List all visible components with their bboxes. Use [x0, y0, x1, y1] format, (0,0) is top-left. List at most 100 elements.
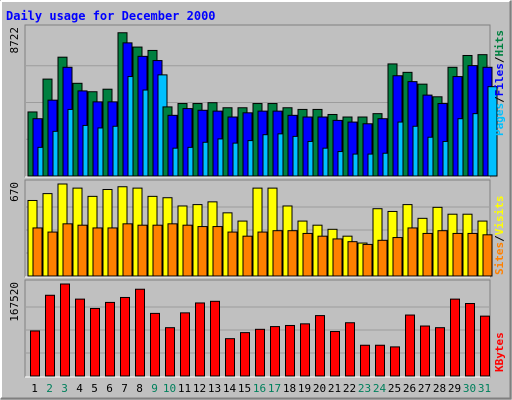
- bar-sites-day-3: [62, 223, 73, 277]
- bar-sites-day-24: [377, 239, 388, 277]
- y-max-label: 8722: [8, 27, 21, 54]
- x-tick-label-day-9: 9: [151, 382, 158, 395]
- bar-kbytes-day-25: [390, 346, 400, 377]
- bar-kbytes-day-29: [450, 298, 460, 377]
- x-tick-label-day-12: 12: [193, 382, 206, 395]
- bar-sites-day-15: [242, 235, 253, 277]
- bar-kbytes-day-9: [150, 312, 160, 377]
- x-tick-label-day-5: 5: [91, 382, 98, 395]
- bar-sites-day-21: [332, 238, 343, 277]
- bar-sites-day-13: [212, 226, 223, 277]
- legend-visits-sites: Sites/Visits: [493, 196, 506, 276]
- bar-kbytes-day-8: [135, 288, 145, 377]
- bar-kbytes-day-21: [330, 331, 340, 377]
- x-tick-label-day-25: 25: [388, 382, 401, 395]
- bar-sites-day-4: [77, 224, 88, 277]
- legend-entry-hits: Hits: [493, 30, 506, 57]
- x-tick-label-day-16: 16: [253, 382, 266, 395]
- panel-kbytes: 167520 KBytes: [8, 279, 506, 378]
- x-tick-label-day-11: 11: [178, 382, 191, 395]
- bar-kbytes-day-30: [465, 303, 475, 377]
- x-tick-label-day-31: 31: [478, 382, 491, 395]
- x-tick-label-day-18: 18: [283, 382, 296, 395]
- y-max-label: 670: [8, 182, 21, 202]
- chart-title: Daily usage for December 2000: [6, 9, 216, 23]
- x-tick-label-day-30: 30: [463, 382, 476, 395]
- bar-kbytes-day-15: [240, 332, 250, 377]
- bar-kbytes-day-31: [480, 315, 490, 377]
- x-tick-label-day-21: 21: [328, 382, 341, 395]
- bar-sites-day-16: [257, 231, 268, 277]
- bar-kbytes-day-26: [405, 314, 415, 377]
- bar-sites-day-27: [422, 232, 433, 277]
- bar-kbytes-day-1: [30, 330, 40, 377]
- bar-kbytes-day-11: [180, 312, 190, 377]
- legend-separator: /: [493, 235, 506, 242]
- bar-sites-day-10: [167, 223, 178, 277]
- legend-separator: /: [493, 56, 506, 63]
- bar-sites-day-5: [92, 227, 103, 277]
- bar-sites-day-12: [197, 226, 208, 277]
- bar-sites-day-9: [152, 224, 163, 277]
- bar-sites-day-18: [287, 230, 298, 277]
- x-tick-label-day-19: 19: [298, 382, 311, 395]
- bar-kbytes-day-28: [435, 327, 445, 377]
- x-tick-label-day-1: 1: [31, 382, 38, 395]
- bar-kbytes-day-16: [255, 328, 265, 377]
- bar-kbytes-day-20: [315, 315, 325, 377]
- bar-sites-day-17: [272, 230, 283, 277]
- x-tick-label-day-27: 27: [418, 382, 431, 395]
- bar-kbytes-day-3: [60, 283, 70, 377]
- x-tick-label-day-20: 20: [313, 382, 326, 395]
- bar-sites-day-7: [122, 223, 133, 277]
- legend-kbytes: KBytes: [493, 332, 506, 372]
- bar-sites-day-28: [437, 230, 448, 277]
- legend-entry-pages: Pages: [493, 103, 506, 136]
- bar-kbytes-day-14: [225, 338, 235, 377]
- bar-kbytes-day-19: [300, 323, 310, 377]
- x-tick-label-day-26: 26: [403, 382, 416, 395]
- x-tick-label-day-2: 2: [46, 382, 53, 395]
- x-tick-label-day-28: 28: [433, 382, 446, 395]
- bar-kbytes-day-4: [75, 298, 85, 377]
- bar-kbytes-day-18: [285, 324, 295, 377]
- legend-entry-kbytes: KBytes: [493, 332, 506, 372]
- bar-kbytes-day-12: [195, 302, 205, 377]
- chart-panels: 8722Pages/Files/Hits670Sites/Visits16752…: [8, 24, 506, 378]
- x-tick-label-day-3: 3: [61, 382, 68, 395]
- bar-sites-day-26: [407, 227, 418, 277]
- x-axis-labels: 1 2 3 4 5 6 7 8 9 10 11 12 13 14 15 16 17 18 19 20 21 22 23 24 2…: [31, 382, 491, 395]
- bar-sites-day-31: [482, 234, 493, 277]
- bar-sites-day-25: [392, 237, 403, 277]
- bar-kbytes-day-13: [210, 300, 220, 377]
- bar-pages-day-31: [487, 86, 498, 177]
- legend-entry-files: Files: [493, 63, 506, 96]
- bar-sites-day-2: [47, 231, 58, 277]
- bar-kbytes-day-22: [345, 322, 355, 377]
- x-tick-label-day-15: 15: [238, 382, 251, 395]
- x-tick-label-day-23: 23: [358, 382, 371, 395]
- x-tick-label-day-29: 29: [448, 382, 461, 395]
- x-tick-label-day-22: 22: [343, 382, 356, 395]
- bar-sites-day-30: [467, 232, 478, 277]
- x-tick-label-day-13: 13: [208, 382, 221, 395]
- legend-hits-files-pages: Pages/Files/Hits: [493, 30, 506, 136]
- x-tick-label-day-14: 14: [223, 382, 237, 395]
- bar-sites-day-11: [182, 224, 193, 277]
- bar-kbytes-day-17: [270, 326, 280, 377]
- x-tick-label-day-4: 4: [76, 382, 83, 395]
- bar-sites-day-22: [347, 241, 358, 277]
- bar-sites-day-8: [137, 224, 148, 277]
- bar-sites-day-14: [227, 231, 238, 277]
- x-tick-label-day-24: 24: [373, 382, 387, 395]
- x-tick-label-day-7: 7: [121, 382, 128, 395]
- x-tick-label-day-8: 8: [136, 382, 143, 395]
- bar-kbytes-day-7: [120, 296, 130, 377]
- legend-entry-sites: Sites: [493, 242, 506, 275]
- bar-sites-day-29: [452, 232, 463, 277]
- bar-kbytes-day-27: [420, 325, 430, 377]
- legend-entry-visits: Visits: [493, 196, 506, 236]
- x-tick-label-day-17: 17: [268, 382, 281, 395]
